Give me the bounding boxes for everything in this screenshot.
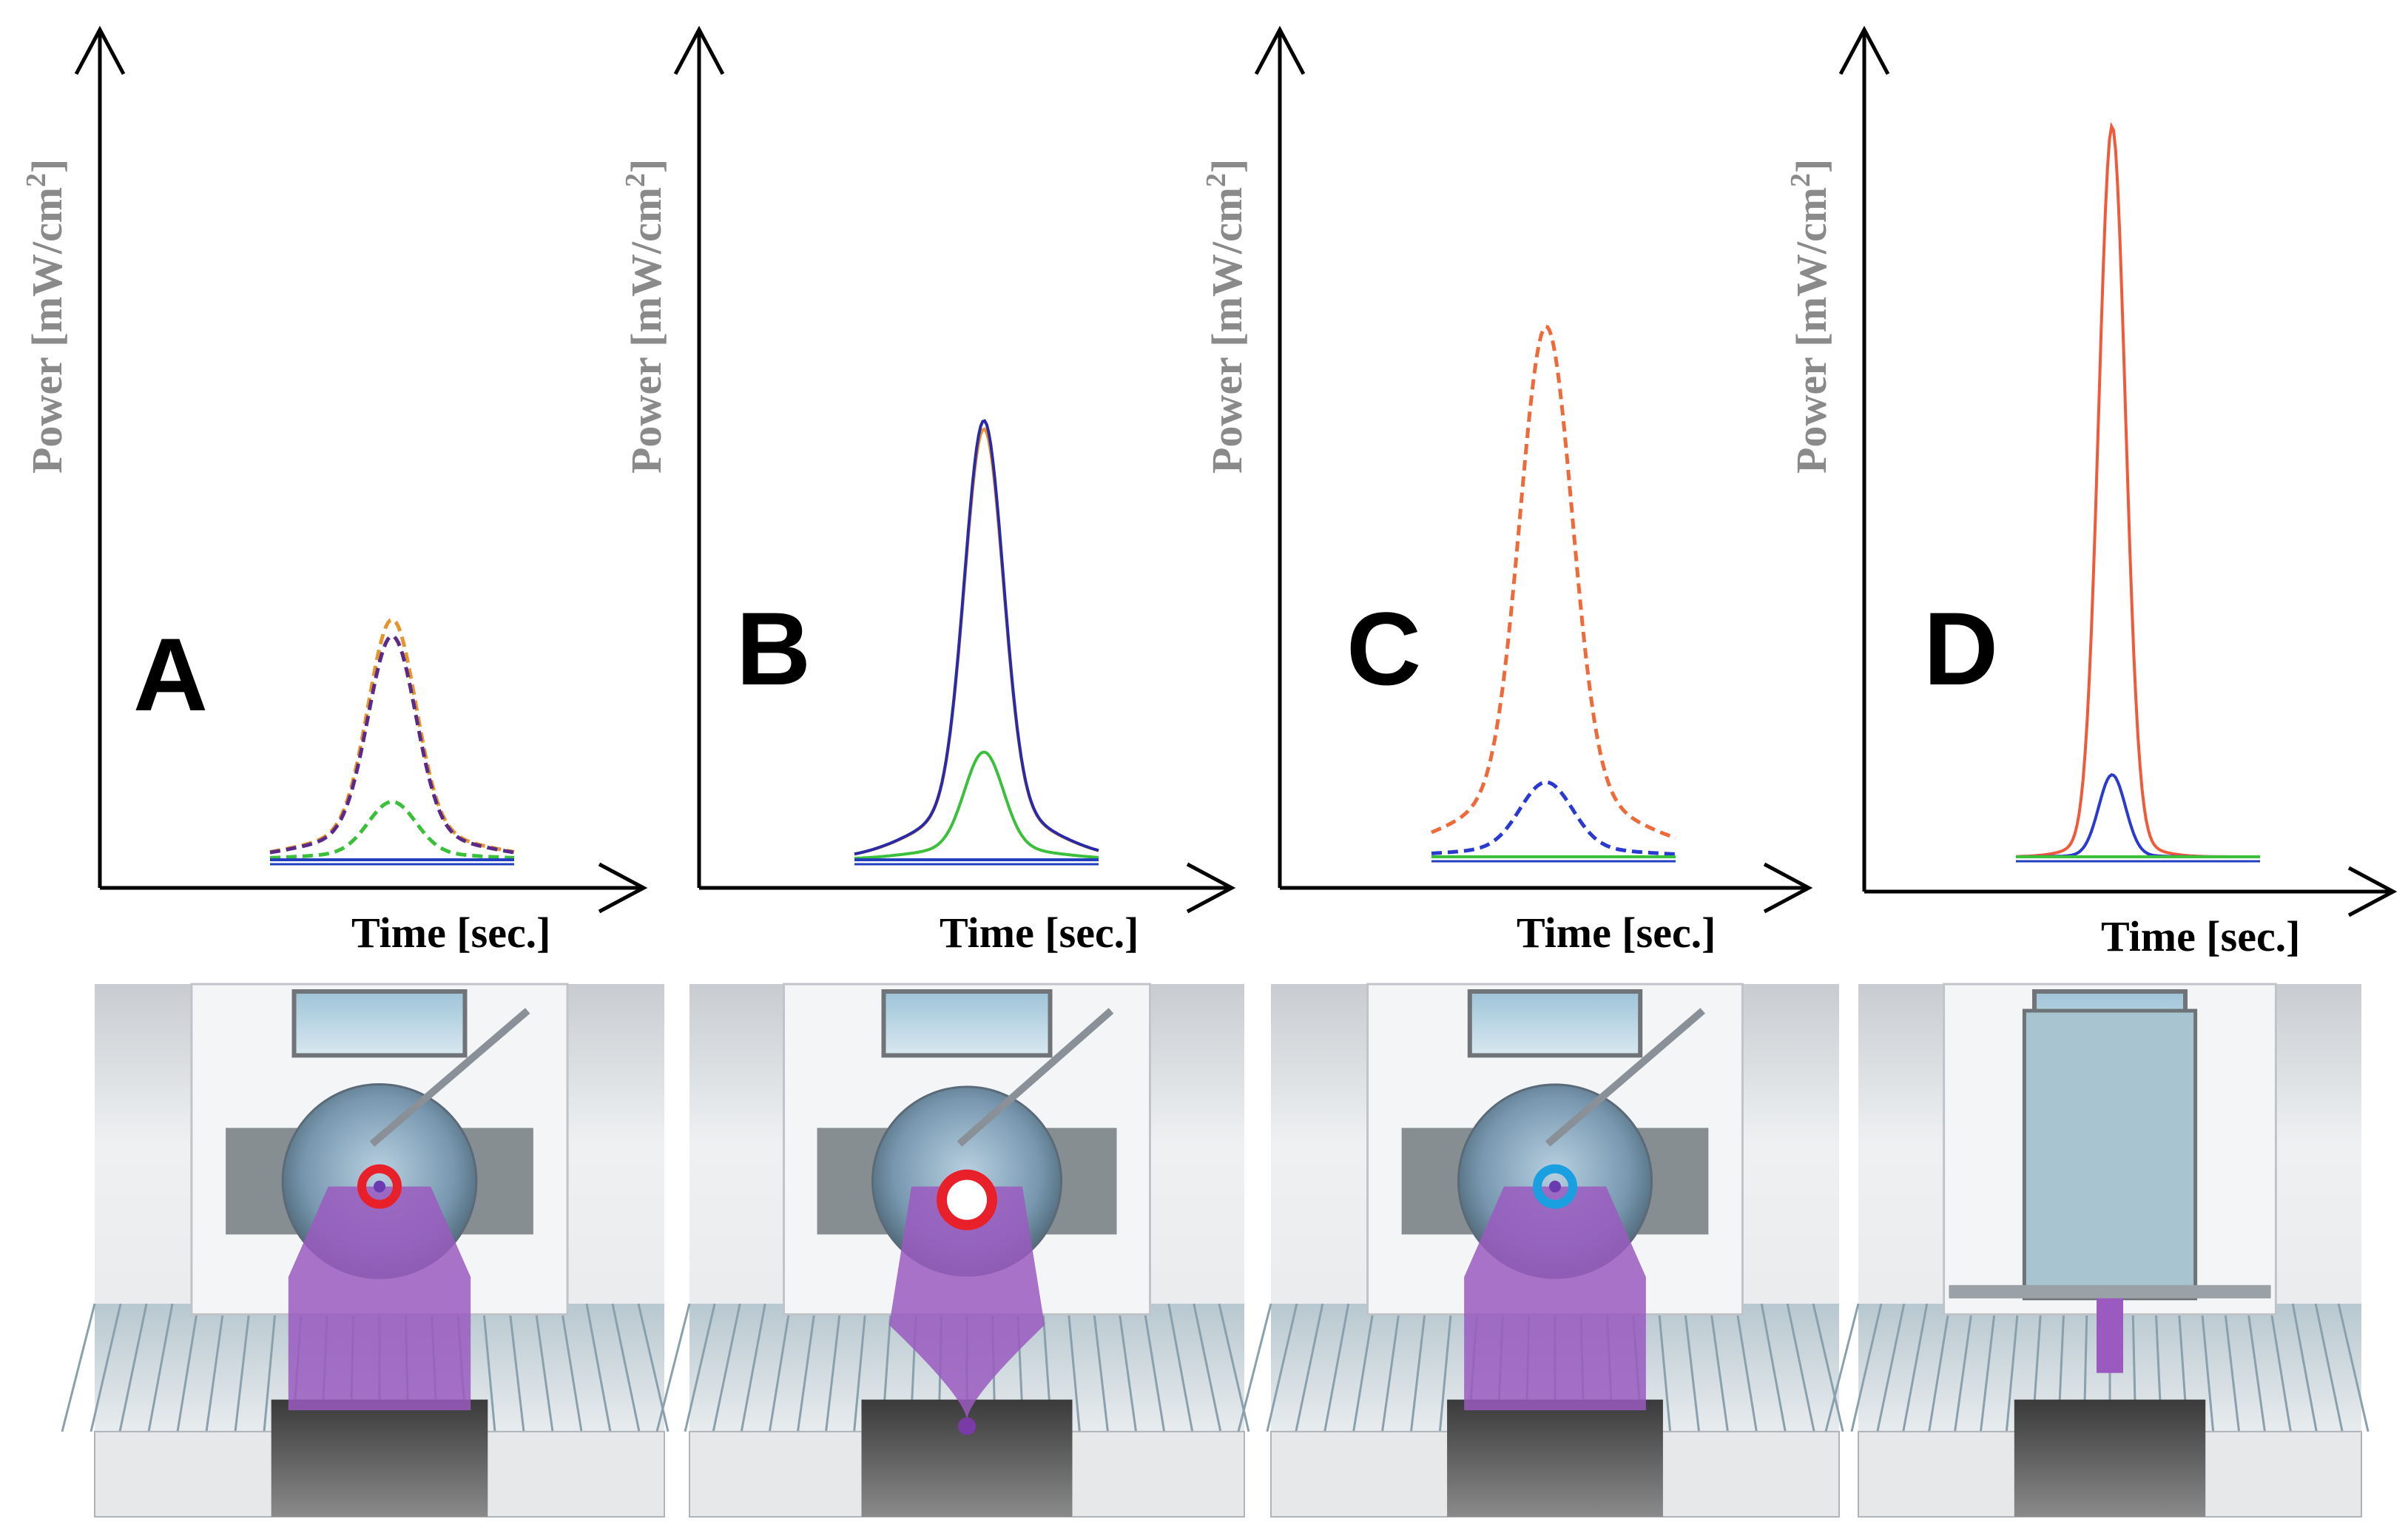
series-line <box>269 633 515 855</box>
series-line <box>854 750 1099 861</box>
probe-arm <box>957 1008 1114 1147</box>
panel-letter: D <box>1923 590 1998 707</box>
focus-ring-icon <box>937 1169 997 1230</box>
device-illustration <box>61 983 670 1518</box>
slot <box>2014 1399 2206 1517</box>
panel-letter: A <box>133 616 208 733</box>
x-axis-label: Time [sec.] <box>2101 912 2301 960</box>
x-axis-arrow-icon <box>1763 862 1813 914</box>
panel-a: Power [mW/cm2] Time [sec.] A <box>21 25 670 1518</box>
slot <box>1447 1399 1663 1517</box>
series-line <box>2016 773 2260 858</box>
beam <box>2097 1298 2123 1373</box>
top-window <box>1467 989 1643 1058</box>
focus-ring-icon <box>1533 1164 1577 1209</box>
device-illustration <box>1237 983 1844 1518</box>
y-axis-label: Power [mW/cm2] <box>21 159 71 474</box>
focus-ring-icon <box>357 1164 402 1209</box>
series-line <box>269 617 515 854</box>
panel-d: Power [mW/cm2] Time [sec.] D <box>1785 25 2398 1518</box>
panel-b: Power [mW/cm2] Time [sec.] B <box>620 25 1250 1518</box>
x-axis-label: Time [sec.] <box>351 909 551 957</box>
series-line <box>854 419 1099 856</box>
probe-arm <box>369 1008 530 1147</box>
x-axis-arrow-icon <box>598 862 648 914</box>
y-axis-arrow-icon <box>1838 25 1890 75</box>
x-axis-label: Time [sec.] <box>1517 909 1716 957</box>
series-line <box>854 427 1099 856</box>
probe-arm <box>1545 1008 1705 1147</box>
y-axis-label: Power [mW/cm2] <box>620 159 670 474</box>
top-window <box>291 989 468 1058</box>
beam <box>288 1186 471 1410</box>
panel-letter: C <box>1346 590 1421 707</box>
x-axis-arrow-icon <box>1186 862 1236 914</box>
slot <box>271 1399 488 1517</box>
device-illustration <box>655 983 1250 1518</box>
device-illustration <box>1824 983 2370 1518</box>
top-window <box>881 989 1053 1058</box>
y-axis-label: Power [mW/cm2] <box>1201 159 1251 474</box>
series-line <box>2015 121 2260 858</box>
y-axis-arrow-icon <box>74 25 126 75</box>
y-axis-arrow-icon <box>1254 25 1306 75</box>
panel-letter: B <box>736 590 811 707</box>
series-line <box>1431 780 1676 856</box>
beam <box>1464 1186 1646 1410</box>
beam <box>889 1186 1045 1421</box>
y-axis-label: Power [mW/cm2] <box>1785 159 1835 474</box>
panel-c: Power [mW/cm2] Time [sec.] C <box>1201 25 1844 1518</box>
y-axis-arrow-icon <box>673 25 725 75</box>
x-axis-label: Time [sec.] <box>940 909 1139 957</box>
x-axis-arrow-icon <box>2347 866 2398 917</box>
series-line <box>1431 324 1676 840</box>
series-line <box>269 800 515 860</box>
